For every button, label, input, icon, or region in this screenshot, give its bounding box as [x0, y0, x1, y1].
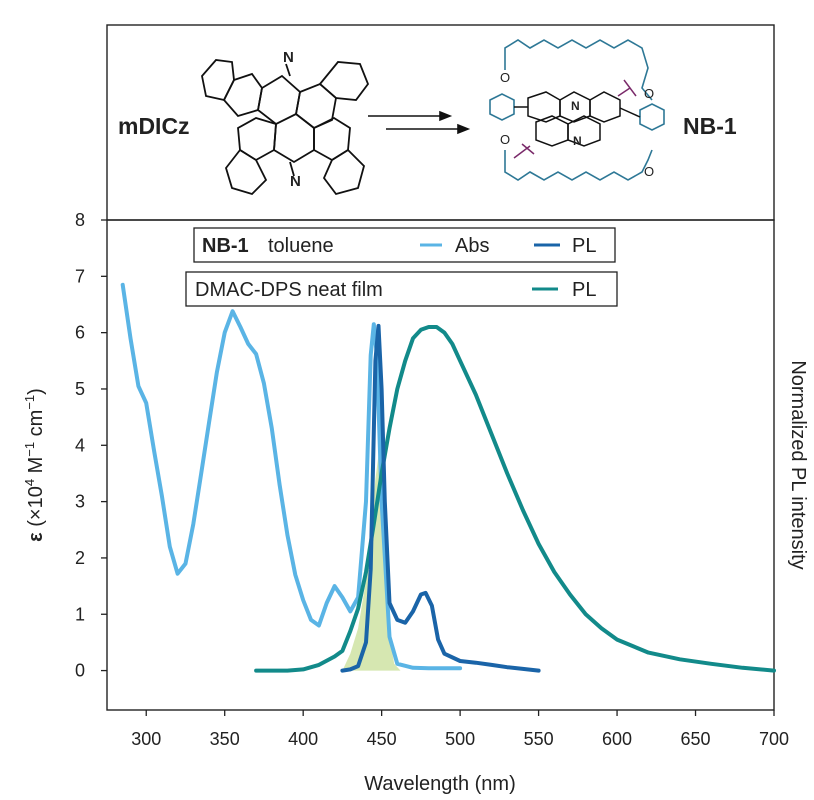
- y-axis-label: ε (×104 M−1 cm−1): [22, 388, 47, 542]
- nb1-o3-icon: O: [644, 86, 654, 101]
- x-tick-label: 600: [602, 729, 632, 749]
- x-tick-label: 300: [131, 729, 161, 749]
- x-axis-label: Wavelength (nm): [364, 773, 516, 795]
- y-axis-label-cm: cm: [25, 410, 47, 442]
- plot-area: 300 350 400 450 500 550 600 650 700 0 1 2 3 4 5 6 7 8: [75, 210, 789, 749]
- nb1-o4-icon: O: [644, 164, 654, 179]
- y-axis-label-neg1a: −1: [22, 442, 37, 457]
- y-axis-label-close: ): [25, 388, 47, 395]
- reactant-label: mDICz: [118, 113, 190, 139]
- legend-abs-label: Abs: [455, 235, 489, 257]
- legend: NB-1 toluene Abs PL DMAC-DPS neat film P…: [185, 227, 618, 307]
- curves: [120, 282, 776, 673]
- legend-nb1-name: NB-1: [202, 235, 249, 257]
- x-tick-label: 350: [210, 729, 240, 749]
- y-axis-label-open: (×10: [25, 486, 47, 532]
- nb1-o1-icon: O: [500, 70, 510, 85]
- nb1-o2-icon: O: [500, 132, 510, 147]
- legend-nb1-solvent: toluene: [268, 235, 334, 257]
- nb1-structure-icon: [489, 39, 665, 181]
- mdicz-n2-icon: N: [290, 173, 301, 190]
- y-tick-label: 7: [75, 266, 85, 286]
- pl-curve-nb1: [340, 323, 541, 673]
- reaction-arrow-icon: [368, 110, 471, 135]
- y2-axis-label: Normalized PL intensity: [787, 360, 809, 569]
- y-tick-label: 0: [75, 661, 85, 681]
- nb1-n2-icon: N: [573, 134, 582, 148]
- abs-curve-nb1: [120, 282, 463, 671]
- x-tick-label: 550: [524, 729, 554, 749]
- mdicz-n1-icon: N: [283, 49, 294, 66]
- pl-curve-dmac-dps: [254, 325, 776, 673]
- x-tick-label: 450: [367, 729, 397, 749]
- legend-dmac-name: DMAC-DPS neat film: [195, 279, 383, 301]
- y-tick-label: 3: [75, 492, 85, 512]
- y-axis-ticks: 0 1 2 3 4 5 6 7 8: [75, 210, 107, 681]
- y-tick-label: 2: [75, 548, 85, 568]
- y-tick-label: 5: [75, 379, 85, 399]
- x-axis-ticks: 300 350 400 450 500 550 600 650 700: [131, 710, 789, 749]
- y-tick-label: 1: [75, 604, 85, 624]
- x-tick-label: 700: [759, 729, 789, 749]
- mdicz-structure-icon: [201, 59, 370, 196]
- scheme-panel: mDICz N N: [106, 24, 775, 221]
- legend-pl-nb1-label: PL: [572, 235, 596, 257]
- y-tick-label: 8: [75, 210, 85, 230]
- x-tick-label: 650: [681, 729, 711, 749]
- y-axis-label-eps: ε: [25, 532, 47, 542]
- y-tick-label: 4: [75, 435, 85, 455]
- product-label: NB-1: [683, 113, 737, 139]
- y-tick-label: 6: [75, 323, 85, 343]
- y-axis-label-neg1b: −1: [22, 395, 37, 410]
- x-tick-label: 400: [288, 729, 318, 749]
- y-axis-label-exp4: 4: [22, 479, 37, 486]
- y-axis-label-m: M: [25, 457, 47, 479]
- x-tick-label: 500: [445, 729, 475, 749]
- nb1-n1-icon: N: [571, 99, 580, 113]
- legend-pl-dmac-label: PL: [572, 279, 596, 301]
